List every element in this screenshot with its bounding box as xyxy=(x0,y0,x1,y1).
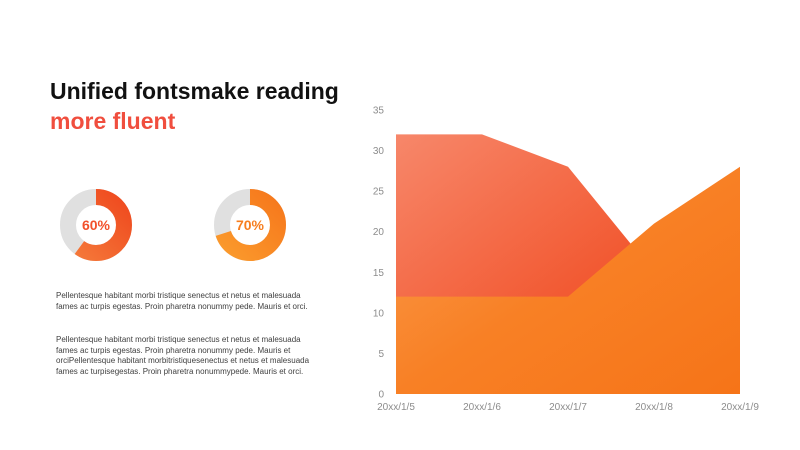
body-paragraph-1: Pellentesque habitant morbi tristique se… xyxy=(56,291,308,311)
donut-chart-70: 70% xyxy=(212,187,288,263)
donut-arc xyxy=(214,189,286,261)
y-tick-label: 35 xyxy=(373,106,385,117)
donut-chart-60: 60% xyxy=(58,187,134,263)
y-tick-label: 25 xyxy=(373,187,385,198)
y-tick-label: 15 xyxy=(373,268,385,279)
x-tick-label: 20xx/1/5 xyxy=(377,402,415,413)
x-tick-label: 20xx/1/8 xyxy=(635,402,673,413)
plot-area xyxy=(396,134,740,394)
y-tick-label: 10 xyxy=(373,308,385,319)
x-tick-label: 20xx/1/9 xyxy=(721,402,759,413)
donut-ring xyxy=(214,189,286,261)
x-tick-label: 20xx/1/6 xyxy=(463,402,501,413)
donut-arc xyxy=(60,189,132,261)
slide-title: Unified fontsmake reading more fluent xyxy=(50,76,360,136)
x-axis: 20xx/1/5 20xx/1/6 20xx/1/7 20xx/1/8 20xx/1/9 xyxy=(377,402,759,413)
title-line-2: more fluent xyxy=(50,108,176,134)
donut-ring xyxy=(60,189,132,261)
donut-percent-label: 70% xyxy=(235,217,265,233)
y-tick-label: 20 xyxy=(373,227,385,238)
y-tick-label: 0 xyxy=(378,390,384,401)
y-tick-label: 30 xyxy=(373,146,385,157)
donut-percent-label: 60% xyxy=(81,217,111,233)
y-tick-label: 5 xyxy=(378,349,384,360)
y-axis: 0 5 10 15 20 25 30 35 xyxy=(373,106,385,401)
body-paragraph-2: Pellentesque habitant morbi tristique se… xyxy=(56,335,310,376)
x-tick-label: 20xx/1/7 xyxy=(549,402,587,413)
area-series-2 xyxy=(396,166,740,394)
title-line-1: Unified fontsmake reading xyxy=(50,78,339,104)
